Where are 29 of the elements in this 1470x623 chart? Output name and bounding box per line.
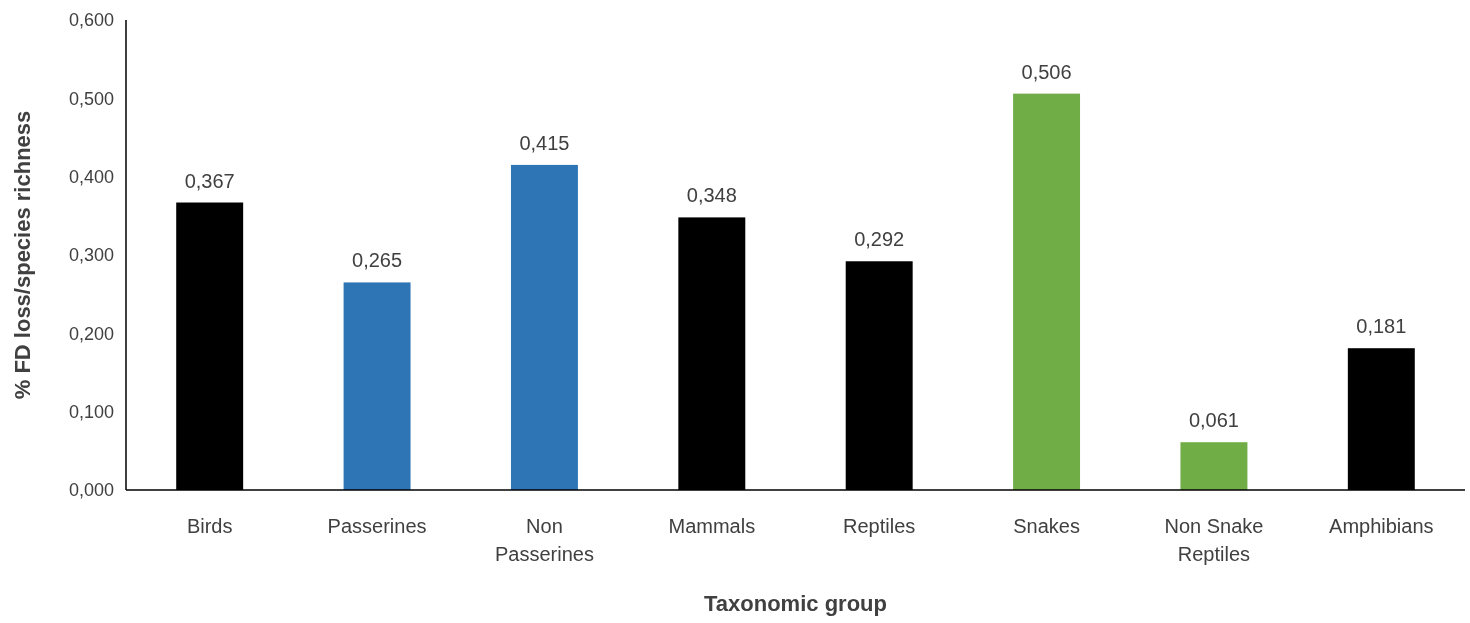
- data-label: 0,292: [854, 228, 905, 251]
- x-axis-title: Taxonomic group: [704, 591, 887, 616]
- data-label: 0,367: [184, 169, 235, 192]
- x-tick-label: Reptiles: [843, 515, 916, 537]
- y-tick-label: 0,100: [68, 401, 114, 422]
- x-tick-label: Amphibians: [1329, 515, 1434, 537]
- y-axis-title: % FD loss/species richness: [10, 110, 35, 400]
- x-tick-label: Mammals: [668, 515, 756, 537]
- y-tick-label: 0,600: [68, 10, 114, 31]
- y-tick-label: 0,500: [68, 88, 114, 109]
- x-tick-label: Passerines: [327, 515, 427, 537]
- y-tick-label: 0,200: [68, 323, 114, 344]
- bar: [1013, 93, 1081, 490]
- x-tick-label: Non Passerines: [494, 515, 594, 565]
- data-label: 0,415: [519, 131, 570, 154]
- data-label: 0,348: [686, 184, 737, 207]
- x-tick-label: Snakes: [1013, 515, 1080, 537]
- bar: [1180, 442, 1248, 490]
- y-tick-label: 0,400: [68, 166, 114, 187]
- data-label: 0,061: [1188, 409, 1239, 432]
- y-tick-label: 0,000: [68, 480, 114, 501]
- data-label: 0,265: [352, 249, 403, 272]
- data-label: 0,181: [1356, 315, 1407, 338]
- y-tick-label: 0,300: [68, 245, 114, 266]
- bar: [343, 282, 411, 490]
- data-label: 0,506: [1021, 60, 1072, 83]
- bar: [510, 164, 578, 490]
- x-tick-label: Non Snake Reptiles: [1164, 515, 1264, 565]
- x-tick-label: Birds: [186, 515, 233, 537]
